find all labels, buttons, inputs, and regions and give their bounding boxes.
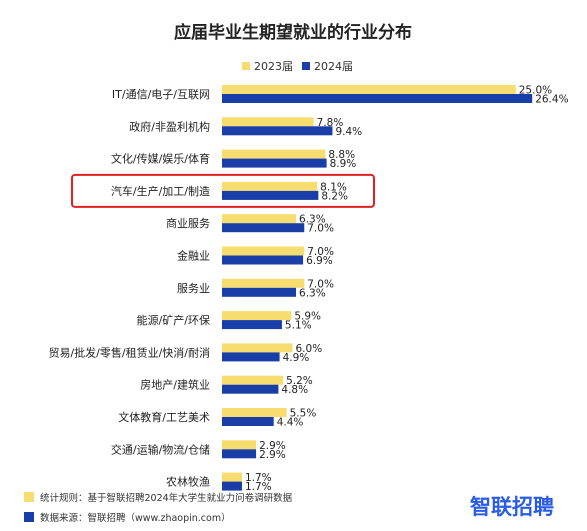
category-group: 商业服务 6.3%7.0% — [166, 214, 334, 235]
category-group: 汽车/生产/加工/制造 8.1%8.2% — [111, 181, 348, 202]
bar-2023 — [222, 117, 314, 127]
bar-2024 — [222, 320, 282, 330]
value-label-2024: 9.4% — [335, 126, 362, 138]
category-group: 政府/非盈利机构 7.8%9.4% — [129, 117, 362, 138]
bar-2023 — [222, 214, 297, 224]
value-label-2024: 4.4% — [277, 417, 304, 429]
footnote-marker-1 — [24, 492, 34, 502]
category-group: IT/通信/电子/互联网 25.0%26.4% — [112, 85, 569, 106]
highlight-box — [71, 173, 375, 208]
value-label-2023: 8.1% — [320, 181, 347, 193]
bar-2024 — [222, 190, 319, 200]
bar-2023 — [222, 311, 292, 321]
category-label: 汽车/生产/加工/制造 — [111, 184, 210, 198]
bar-2024 — [222, 126, 333, 136]
value-label-2023: 1.7% — [245, 472, 272, 484]
category-label: 贸易/批发/零售/租赁业/快消/耐消 — [48, 345, 210, 359]
value-label-2024: 2.9% — [259, 449, 286, 461]
bar-2023 — [222, 375, 284, 385]
bar-2024 — [222, 94, 533, 103]
bars-layer: IT/通信/电子/互联网 25.0%26.4% 政府/非盈利机构 7.8%9.4% 文化… — [48, 85, 568, 494]
value-label-2023: 6.0% — [296, 343, 323, 355]
legend-swatch-2024 — [302, 62, 310, 70]
footnote-marker-2 — [24, 512, 34, 522]
legend-swatch-2023 — [242, 62, 250, 70]
bar-2023 — [222, 472, 242, 482]
category-group: 交通/运输/物流/仓储 2.9%2.9% — [111, 440, 286, 461]
category-label: 文体教育/工艺美术 — [118, 410, 210, 424]
bar-2023 — [222, 440, 257, 450]
bar-2023 — [222, 85, 516, 94]
legend: 2023届 2024届 — [242, 60, 353, 73]
category-label: 文化/传媒/娱乐/体育 — [111, 152, 210, 166]
bar-2024 — [222, 449, 257, 459]
bar-2023 — [222, 408, 287, 417]
category-group: 文体教育/工艺美术 5.5%4.4% — [118, 408, 316, 429]
category-label: 房地产/建筑业 — [140, 378, 210, 392]
value-label-2024: 8.9% — [330, 158, 357, 170]
value-label-2024: 6.3% — [299, 287, 326, 299]
bar-2024 — [222, 352, 280, 362]
value-label-2023: 25.0% — [519, 85, 552, 97]
value-label-2023: 5.9% — [294, 311, 321, 323]
bar-2024 — [222, 287, 297, 297]
footnote-text-1: 统计规则：基于智联招聘2024年大学生就业力问卷调研数据 — [40, 492, 293, 504]
category-label: 农林牧渔 — [166, 475, 210, 489]
value-label-2023: 5.5% — [290, 408, 317, 420]
value-label-2023: 6.3% — [299, 214, 326, 226]
value-label-2024: 4.8% — [281, 384, 308, 396]
category-group: 文化/传媒/娱乐/体育 8.8%8.9% — [111, 149, 356, 170]
value-label-2024: 26.4% — [535, 94, 568, 106]
category-group: 能源/矿产/环保 5.9%5.1% — [137, 311, 321, 332]
bar-2024 — [222, 223, 305, 233]
chart-title: 应届毕业生期望就业的行业分布 — [174, 22, 412, 43]
category-group: 金融业 7.0%6.9% — [177, 246, 334, 267]
value-label-2023: 7.0% — [307, 246, 334, 258]
category-label: 服务业 — [177, 282, 210, 295]
value-label-2024: 7.0% — [307, 223, 334, 235]
bar-2024 — [222, 417, 274, 426]
footnotes: 统计规则：基于智联招聘2024年大学生就业力问卷调研数据 数据来源：智联招聘（w… — [24, 492, 293, 524]
bar-2023 — [222, 181, 318, 191]
category-label: 金融业 — [177, 249, 210, 263]
bar-2024 — [222, 158, 327, 168]
category-group: 服务业 7.0%6.3% — [177, 278, 334, 299]
value-label-2024: 6.9% — [306, 255, 333, 267]
category-label: 商业服务 — [166, 216, 210, 230]
category-group: 农林牧渔 1.7%1.7% — [166, 472, 272, 493]
bar-2023 — [222, 246, 305, 256]
value-label-2023: 2.9% — [259, 440, 286, 452]
value-label-2023: 7.0% — [307, 278, 334, 290]
bar-2023 — [222, 278, 305, 288]
bar-2024 — [222, 255, 304, 265]
value-label-2023: 5.2% — [286, 375, 313, 387]
value-label-2024: 1.7% — [245, 481, 272, 493]
value-label-2024: 5.1% — [285, 320, 312, 332]
value-label-2023: 7.8% — [317, 117, 344, 129]
bar-2024 — [222, 481, 242, 491]
legend-label-2023: 2023届 — [254, 60, 293, 73]
bar-2023 — [222, 343, 293, 353]
category-label: IT/通信/电子/互联网 — [112, 88, 210, 101]
category-group: 贸易/批发/零售/租赁业/快消/耐消 6.0%4.9% — [48, 343, 322, 364]
category-label: 能源/矿产/环保 — [137, 313, 210, 327]
zhaopin-logo: 智联招聘 — [470, 495, 554, 519]
legend-label-2024: 2024届 — [314, 60, 353, 73]
value-label-2024: 8.2% — [321, 190, 348, 202]
bar-2023 — [222, 149, 326, 159]
value-label-2023: 8.8% — [328, 149, 355, 161]
footnote-text-2: 数据来源：智联招聘（www.zhaopin.com） — [40, 512, 231, 524]
bar-2024 — [222, 384, 279, 394]
category-label: 政府/非盈利机构 — [129, 119, 210, 133]
value-label-2024: 4.9% — [283, 352, 310, 364]
category-label: 交通/运输/物流/仓储 — [111, 442, 210, 456]
category-group: 房地产/建筑业 5.2%4.8% — [140, 375, 313, 396]
